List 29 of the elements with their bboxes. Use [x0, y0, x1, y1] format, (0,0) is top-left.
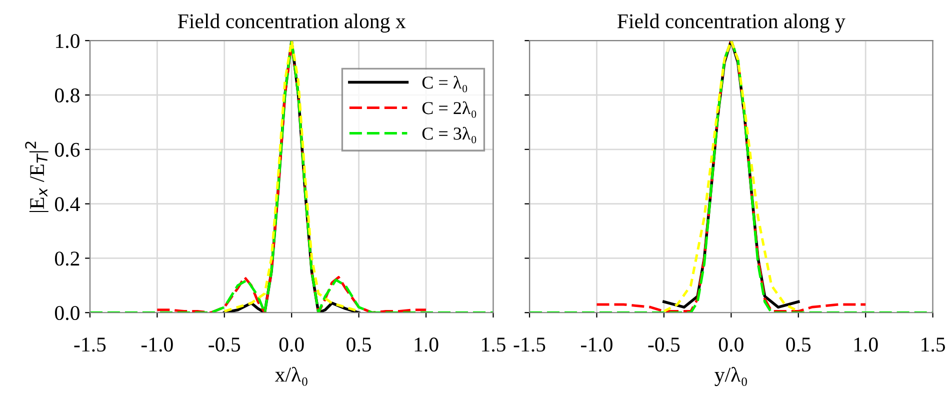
x-axis-title: y/λ₀: [714, 366, 747, 386]
x-tick-label: 0.0: [718, 338, 744, 352]
line-series: [90, 40, 494, 313]
chart-title: Field concentration along y: [617, 14, 846, 33]
x-tick-label: 0.5: [786, 338, 811, 352]
x-tick-label: -1.5: [74, 338, 106, 352]
x-tick-label: 1.0: [854, 338, 878, 352]
x-tick-label: 1.5: [922, 338, 945, 352]
y-tick-label: 0.4: [54, 197, 80, 212]
y-tick-label: 0.2: [54, 252, 80, 266]
y-axis-title: |E$_{x}$ /E$_{T}$|$^{2}$: [25, 142, 48, 212]
x-axis-title: x/λ₀: [274, 366, 308, 386]
chart-title: Field concentration along x: [178, 14, 406, 33]
x-tick-label: -1.0: [581, 338, 612, 352]
x-tick-label: 1.5: [482, 338, 506, 352]
y-tick-label: 0.8: [54, 88, 80, 103]
x-tick-label: -1.5: [514, 338, 546, 352]
x-tick-label: -0.5: [208, 338, 240, 352]
x-tick-label: 0.5: [346, 338, 372, 352]
x-tick-label: -0.5: [648, 338, 680, 352]
y-tick-label: 0.0: [54, 306, 80, 320]
legend-label: C = λ₀: [422, 76, 468, 92]
x-tick-label: 1.0: [414, 338, 438, 352]
legend-label: C = 2λ₀: [422, 101, 476, 118]
y-tick-label: 0.6: [54, 142, 80, 157]
legend-label: C = 3λ₀: [422, 126, 476, 144]
x-tick-label: 0.0: [279, 338, 304, 352]
y-tick-label: 1.0: [56, 34, 80, 48]
x-tick-label: -1.0: [141, 338, 173, 352]
